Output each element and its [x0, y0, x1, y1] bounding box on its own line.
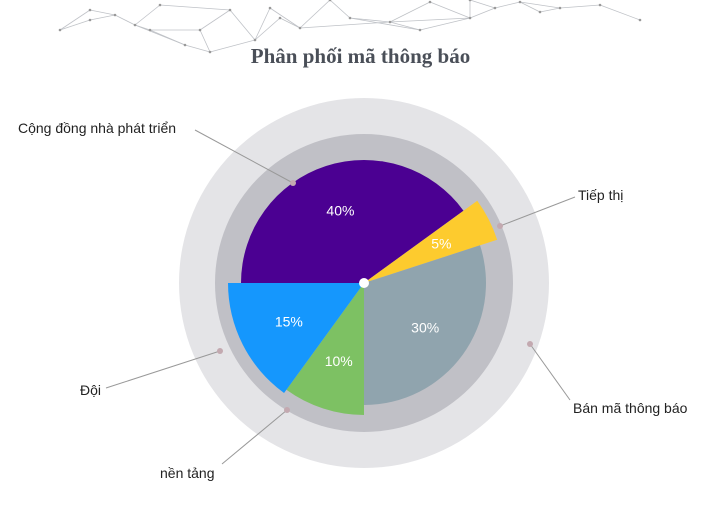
network-line: [279, 17, 301, 29]
network-line: [209, 39, 256, 53]
network-line: [134, 24, 151, 31]
network-line: [299, 21, 391, 29]
network-line: [149, 29, 186, 46]
network-line: [539, 7, 561, 13]
network-line: [184, 44, 211, 53]
network-line: [159, 4, 231, 11]
network-node: [493, 6, 497, 10]
network-line: [199, 9, 231, 31]
leader-dot: [217, 348, 223, 354]
network-node: [388, 20, 392, 24]
network-node: [208, 50, 212, 54]
network-node: [88, 18, 92, 22]
network-line: [559, 4, 601, 9]
network-line: [389, 1, 431, 23]
network-line: [134, 4, 161, 26]
pie-slice: [364, 200, 498, 283]
network-node: [158, 3, 162, 7]
network-line: [389, 21, 421, 31]
network-node: [538, 10, 542, 14]
slice-category-label: Bán mã thông báo: [573, 400, 688, 416]
network-node: [598, 3, 602, 7]
network-line: [89, 14, 116, 21]
network-line: [349, 17, 391, 23]
network-decoration: [58, 0, 642, 54]
slice-category-label: Đội: [80, 382, 101, 398]
network-line: [254, 17, 281, 41]
leader-line: [221, 409, 288, 465]
network-node: [253, 38, 257, 42]
network-node: [228, 8, 232, 12]
pie-slice: [286, 283, 364, 415]
pie-slice: [241, 159, 464, 283]
network-node: [298, 26, 302, 30]
network-line: [349, 17, 421, 31]
leader-dot: [290, 180, 296, 186]
leader-line: [105, 350, 221, 389]
slice-value-label: 30%: [411, 319, 439, 335]
network-line: [469, 0, 496, 9]
leader-dot: [527, 341, 533, 347]
network-line: [429, 1, 471, 19]
pie-slice: [364, 245, 486, 405]
network-node: [328, 0, 332, 2]
leader-line: [529, 343, 571, 401]
network-node: [58, 28, 62, 32]
network-node: [518, 0, 522, 4]
network-line: [419, 17, 471, 31]
network-line: [59, 9, 91, 31]
network-node: [348, 16, 352, 20]
slice-category-label: nền tảng: [160, 465, 215, 481]
network-node: [468, 0, 472, 2]
pie-slice: [228, 283, 364, 394]
network-line: [299, 0, 331, 29]
network-node: [88, 8, 92, 12]
network-line: [389, 17, 471, 23]
network-line: [254, 7, 271, 41]
slice-category-label: Cộng đồng nhà phát triển: [18, 120, 176, 136]
leader-line: [194, 129, 294, 184]
network-line: [89, 9, 116, 16]
network-line: [59, 19, 91, 31]
network-node: [428, 0, 432, 4]
network-line: [494, 1, 521, 9]
network-line: [269, 7, 301, 29]
network-line: [329, 0, 351, 19]
network-node: [113, 13, 117, 17]
network-node: [148, 28, 152, 32]
network-node: [278, 16, 282, 20]
network-node: [638, 18, 642, 22]
network-line: [519, 1, 541, 13]
network-node: [133, 23, 137, 27]
leader-line: [499, 196, 576, 227]
network-node: [198, 28, 202, 32]
slice-value-label: 5%: [431, 236, 451, 252]
network-line: [599, 4, 641, 21]
network-line: [114, 14, 136, 26]
slice-value-label: 40%: [326, 202, 354, 218]
center-dot: [359, 278, 369, 288]
slice-value-label: 15%: [275, 313, 303, 329]
network-line: [199, 29, 211, 53]
network-node: [558, 6, 562, 10]
network-node: [418, 28, 422, 32]
network-line: [519, 1, 561, 9]
slice-value-label: 10%: [325, 353, 353, 369]
leader-dot: [284, 407, 290, 413]
network-node: [183, 43, 187, 47]
network-node: [468, 16, 472, 20]
network-line: [469, 7, 496, 19]
leader-dot: [497, 223, 503, 229]
network-line: [229, 9, 256, 41]
network-node: [268, 6, 272, 10]
chart-title: Phân phối mã thông báo: [250, 44, 471, 68]
slice-category-label: Tiếp thị: [578, 187, 623, 203]
